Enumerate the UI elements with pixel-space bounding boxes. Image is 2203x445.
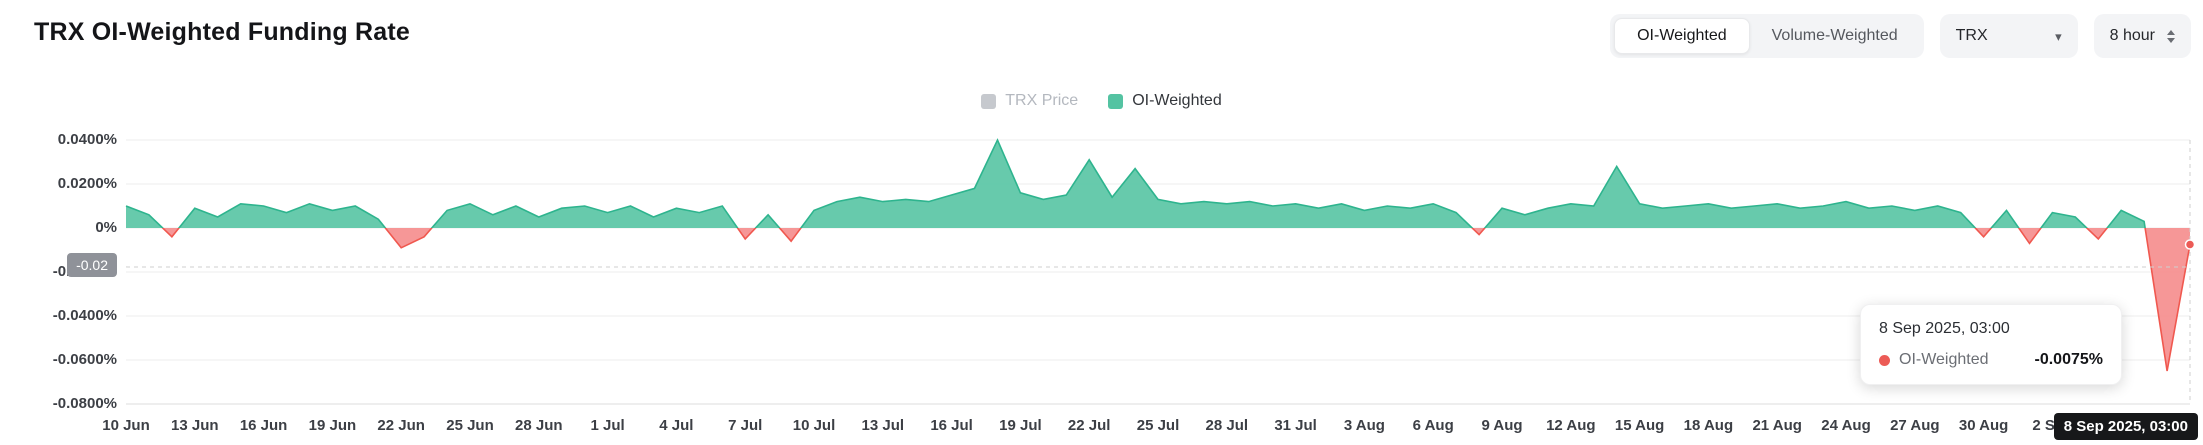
y-tick-label: -0.0600% xyxy=(52,351,117,368)
y-tick-label: -0.0800% xyxy=(52,395,117,412)
x-tick-label: 21 Aug xyxy=(1752,417,1802,434)
x-axis-pointer-label: 8 Sep 2025, 03:00 xyxy=(2053,413,2198,440)
x-tick-label: 19 Jun xyxy=(308,417,357,434)
y-tick-label: 0.0200% xyxy=(57,175,117,192)
x-tick-label: 30 Aug xyxy=(1958,417,2009,434)
chart-tooltip: 8 Sep 2025, 03:00 OI-Weighted -0.0075% xyxy=(1860,304,2122,385)
x-tick-label: 31 Jul xyxy=(1274,417,1317,434)
interval-select[interactable]: 8 hour xyxy=(2093,14,2191,58)
y-axis-pointer-label: -0.02 xyxy=(67,253,117,277)
tooltip-series-name: OI-Weighted xyxy=(1899,351,1989,368)
x-tick-label: 6 Aug xyxy=(1412,417,1454,434)
x-tick-label: 24 Aug xyxy=(1821,417,1871,434)
x-tick-label: 9 Aug xyxy=(1481,417,1523,434)
legend-swatch-oi-weighted xyxy=(1108,93,1124,109)
x-tick-label: 15 Aug xyxy=(1614,417,1665,434)
header-controls: OI-Weighted Volume-Weighted TRX ▾ 8 hour xyxy=(1610,14,2191,58)
x-tick-label: 16 Jun xyxy=(239,417,288,434)
x-tick-label: 22 Jun xyxy=(377,417,425,434)
page-title: TRX OI-Weighted Funding Rate xyxy=(34,18,410,46)
tooltip-series-row: OI-Weighted -0.0075% xyxy=(1879,351,2103,369)
y-tick-label: 0.0400% xyxy=(57,131,117,148)
symbol-select-value: TRX xyxy=(1955,27,1988,44)
x-tick-label: 27 Aug xyxy=(1890,417,1940,434)
chevron-down-icon: ▾ xyxy=(2055,28,2062,44)
symbol-select[interactable]: TRX ▾ xyxy=(1939,14,2078,58)
x-tick-label: 12 Aug xyxy=(1546,417,1596,434)
series-marker-icon xyxy=(1879,354,1890,366)
x-tick-label: 28 Jun xyxy=(515,417,563,434)
x-tick-label: 25 Jul xyxy=(1136,417,1180,434)
x-tick-label: 13 Jul xyxy=(861,417,905,434)
legend-label-trx-price: TRX Price xyxy=(1005,92,1079,109)
stepper-arrows-icon xyxy=(2167,29,2175,43)
interval-select-value: 8 hour xyxy=(2109,27,2155,44)
x-tick-label: 10 Jun xyxy=(102,417,150,434)
chart-legend: TRX Price OI-Weighted xyxy=(0,92,2203,110)
weighting-toggle: OI-Weighted Volume-Weighted xyxy=(1610,14,1924,58)
x-tick-label: 3 Aug xyxy=(1343,417,1385,434)
y-tick-label: -0.0400% xyxy=(52,307,117,324)
y-tick-label: 0% xyxy=(95,219,117,236)
x-tick-label: 4 Jul xyxy=(659,417,694,434)
x-tick-label: 16 Jul xyxy=(930,417,973,434)
hover-point xyxy=(2184,239,2196,250)
chart-plot-area[interactable] xyxy=(125,138,2196,405)
x-tick-label: 22 Jul xyxy=(1067,417,1111,434)
x-tick-label: 7 Jul xyxy=(728,417,763,434)
toggle-oi-weighted[interactable]: OI-Weighted xyxy=(1614,18,1750,54)
x-tick-label: 1 Jul xyxy=(590,417,625,434)
area-positive xyxy=(126,140,2190,228)
legend-swatch-trx-price xyxy=(981,93,997,109)
line-positive xyxy=(125,138,2146,228)
funding-rate-chart[interactable] xyxy=(125,138,2196,405)
x-tick-label: 18 Aug xyxy=(1683,417,1734,434)
tooltip-value: -0.0075% xyxy=(2034,351,2104,368)
toggle-volume-weighted[interactable]: Volume-Weighted xyxy=(1750,18,1920,54)
x-tick-label: 13 Jun xyxy=(171,417,219,434)
tooltip-date: 8 Sep 2025, 03:00 xyxy=(1879,320,2010,337)
legend-item-trx-price[interactable]: TRX Price xyxy=(981,92,1078,110)
x-tick-label: 10 Jul xyxy=(792,417,836,434)
legend-item-oi-weighted[interactable]: OI-Weighted xyxy=(1108,92,1222,110)
legend-label-oi-weighted: OI-Weighted xyxy=(1132,92,1222,109)
x-tick-label: 19 Jul xyxy=(999,417,1042,434)
x-tick-label: 25 Jun xyxy=(446,417,494,434)
x-tick-label: 28 Jul xyxy=(1205,417,1249,434)
